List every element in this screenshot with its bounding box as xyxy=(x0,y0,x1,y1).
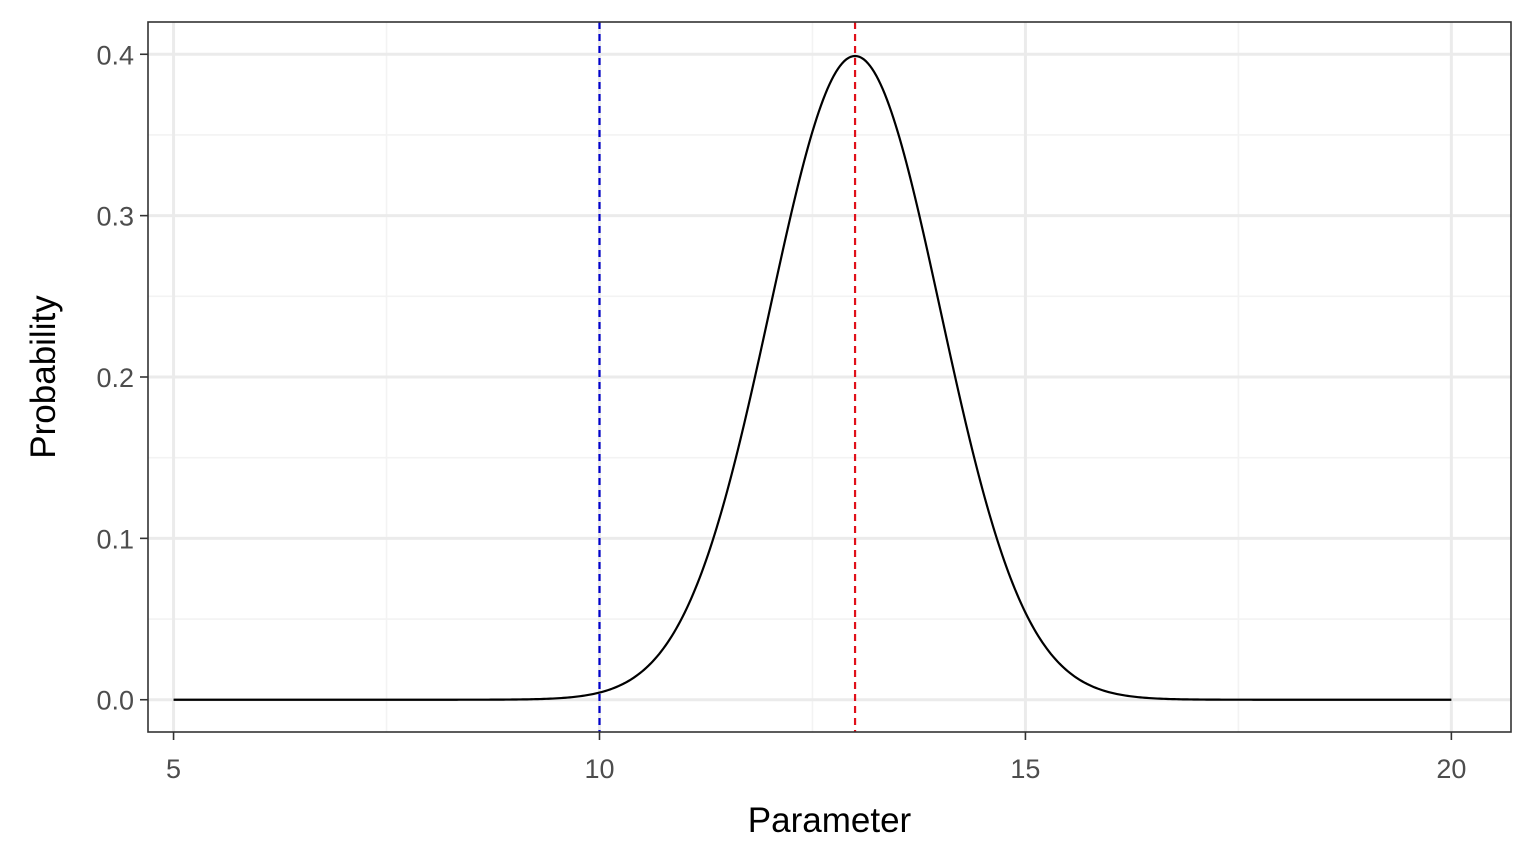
x-tick-label: 10 xyxy=(584,754,614,784)
density-curve xyxy=(173,54,1452,701)
y-tick-label: 0.1 xyxy=(96,524,134,554)
x-tick-label: 20 xyxy=(1436,754,1466,784)
x-axis-title: Parameter xyxy=(748,801,912,840)
minor-gridlines xyxy=(148,22,1511,732)
x-axis-ticks: 5 10 15 20 xyxy=(166,732,1466,784)
major-gridlines xyxy=(148,22,1511,732)
y-axis-title: Probability xyxy=(24,295,63,459)
x-tick-label: 5 xyxy=(166,754,181,784)
y-tick-label: 0.3 xyxy=(96,202,134,232)
x-tick-label: 15 xyxy=(1010,754,1040,784)
y-tick-label: 0.0 xyxy=(96,686,134,716)
y-tick-label: 0.4 xyxy=(96,40,134,70)
y-tick-label: 0.2 xyxy=(96,363,134,393)
reference-lines xyxy=(598,22,857,732)
y-axis-ticks: 0.0 0.1 0.2 0.3 0.4 xyxy=(96,40,148,716)
